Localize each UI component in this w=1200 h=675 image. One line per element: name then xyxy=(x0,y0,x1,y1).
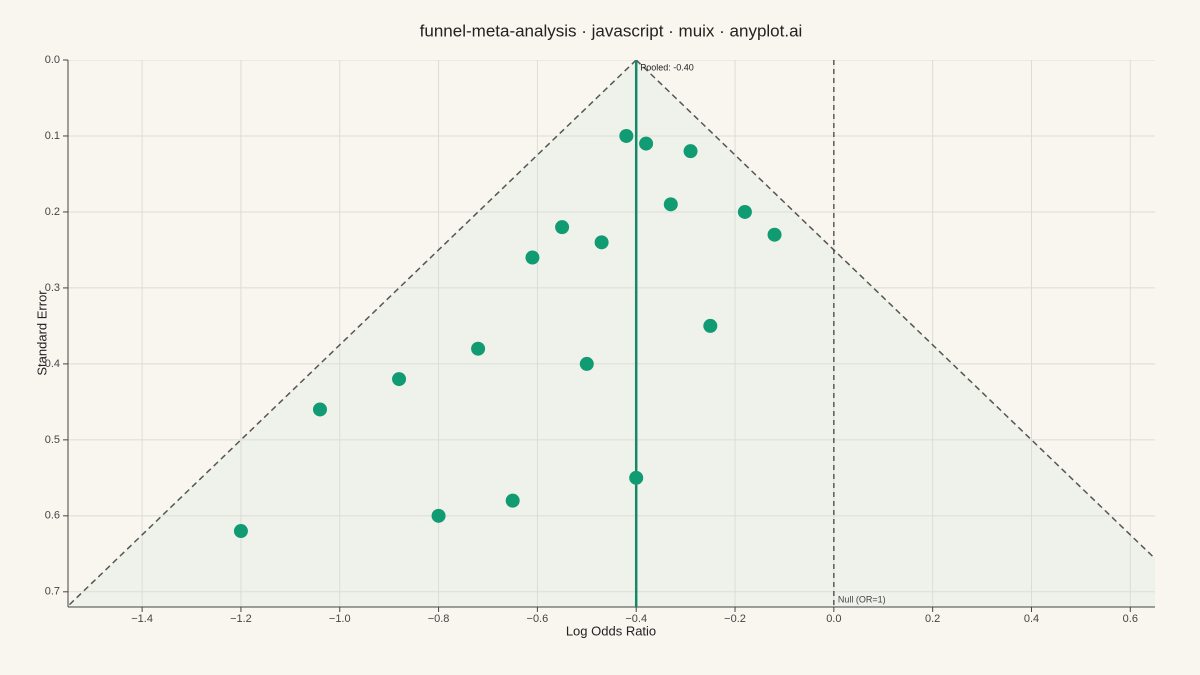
study-point xyxy=(471,341,486,356)
y-tick-label: 0.7 xyxy=(45,586,60,598)
x-tick-label: 0.2 xyxy=(925,613,940,625)
y-tick-label: 0.2 xyxy=(45,206,60,218)
study-point xyxy=(663,197,678,212)
chart-title: funnel-meta-analysis · javascript · muix… xyxy=(420,21,803,40)
x-tick-label: −1.0 xyxy=(329,613,351,625)
study-point xyxy=(639,136,654,151)
study-point xyxy=(579,356,594,371)
funnel-edge xyxy=(68,60,637,607)
x-tick-label: −1.4 xyxy=(131,613,153,625)
x-tick-label: −1.2 xyxy=(230,613,252,625)
study-point xyxy=(767,227,782,242)
pooled-label: Pooled: -0.40 xyxy=(640,62,694,72)
y-axis-label: Standard Error xyxy=(34,290,49,376)
y-tick-label: 0.4 xyxy=(45,358,60,370)
x-tick-label: −0.8 xyxy=(428,613,450,625)
study-point xyxy=(629,470,644,485)
x-tick-label: 0.0 xyxy=(826,613,841,625)
x-axis-label: Log Odds Ratio xyxy=(566,623,656,638)
study-point xyxy=(683,144,698,159)
study-point xyxy=(392,372,407,387)
plot-area xyxy=(68,60,1155,607)
study-point xyxy=(525,250,540,265)
x-tick-label: −0.4 xyxy=(625,613,647,625)
y-tick-label: 0.6 xyxy=(45,510,60,522)
y-tick-label: 0.0 xyxy=(45,54,60,66)
study-point xyxy=(594,235,609,250)
study-point xyxy=(233,524,248,539)
study-point xyxy=(555,220,570,235)
funnel-region xyxy=(68,60,1155,607)
study-point xyxy=(703,318,718,333)
study-point xyxy=(737,204,752,219)
study-point xyxy=(619,128,634,143)
x-tick-label: 0.6 xyxy=(1123,613,1138,625)
study-point xyxy=(505,493,520,508)
y-tick-label: 0.1 xyxy=(45,130,60,142)
study-point xyxy=(431,508,446,523)
study-point xyxy=(312,402,327,417)
null-label: Null (OR=1) xyxy=(838,594,886,604)
x-tick-label: −0.2 xyxy=(724,613,746,625)
funnel-edge xyxy=(635,60,1155,560)
x-tick-label: −0.6 xyxy=(527,613,549,625)
y-tick-label: 0.5 xyxy=(45,434,60,446)
y-tick-label: 0.3 xyxy=(45,282,60,294)
x-tick-label: 0.4 xyxy=(1024,613,1039,625)
